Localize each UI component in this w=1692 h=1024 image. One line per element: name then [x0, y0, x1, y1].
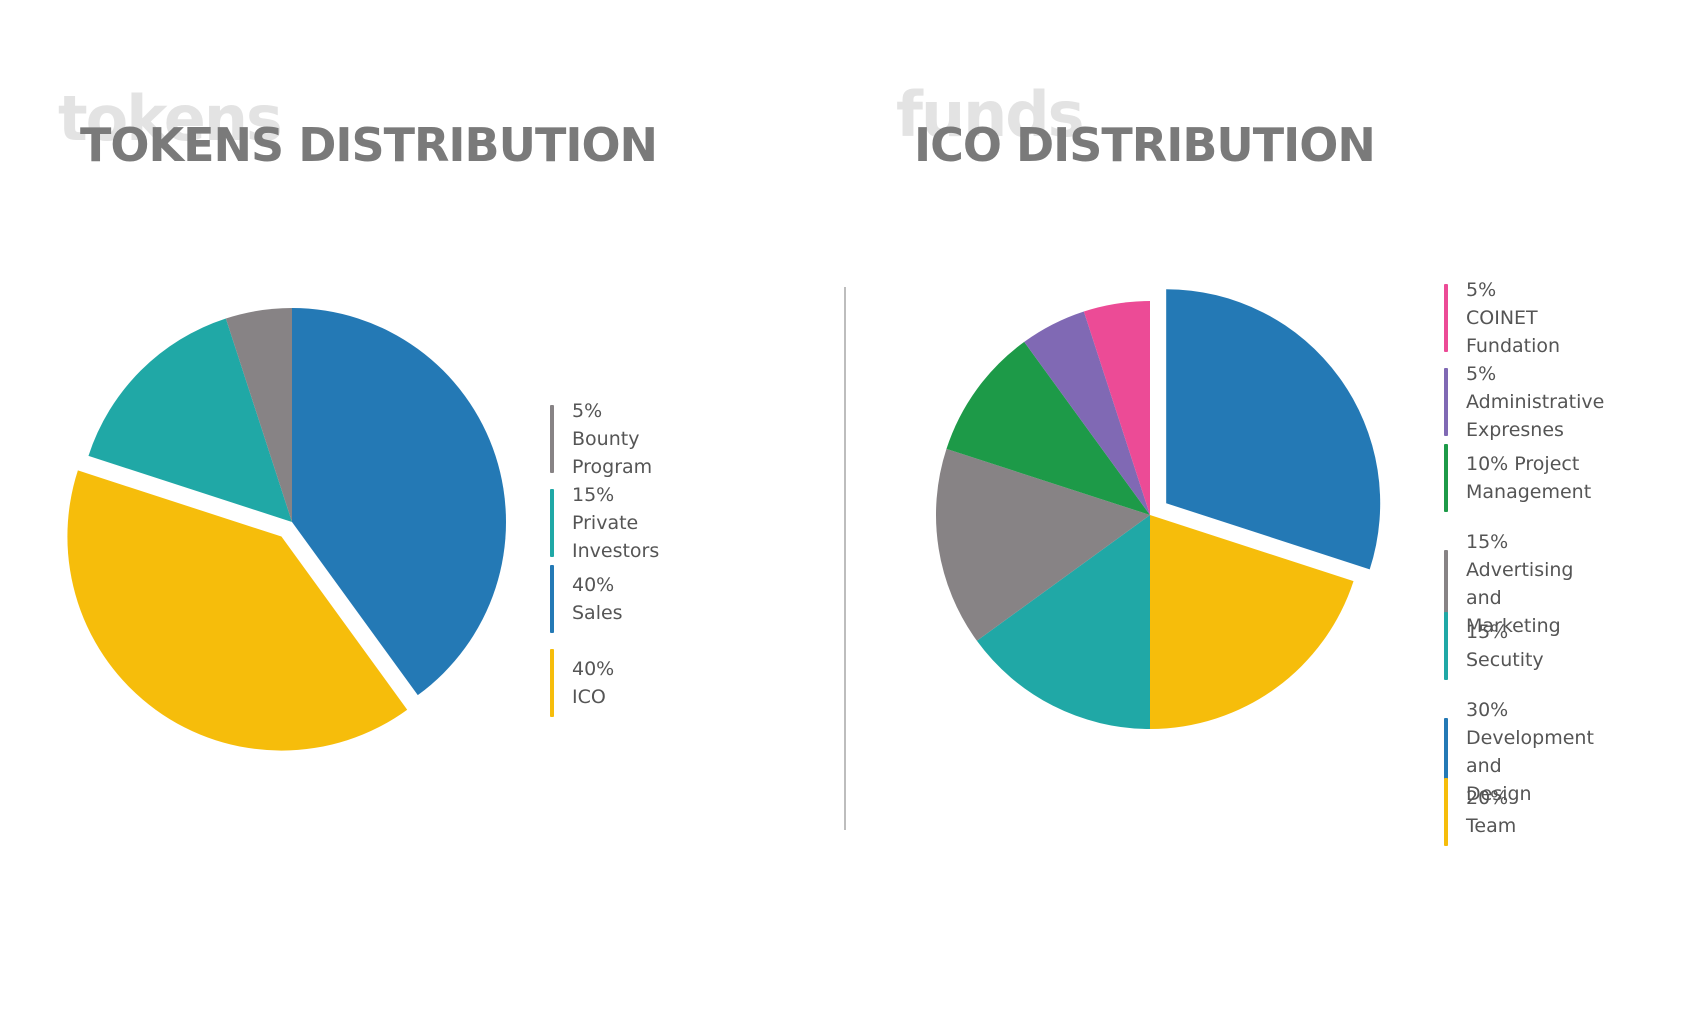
legend-color-swatch — [1444, 718, 1448, 786]
legend-label: 10% Project Management — [1466, 450, 1591, 506]
legend-label: 15% Secutity — [1466, 618, 1544, 674]
ico-chart-title: ICO DISTRIBUTION — [914, 122, 1375, 168]
legend-color-swatch — [550, 649, 554, 717]
legend-label: 20% Team — [1466, 784, 1516, 840]
legend-label: 5% Bounty Program — [572, 397, 652, 481]
legend-item-15-secutity: 15% Secutity — [1444, 612, 1544, 680]
ico-pie-chart — [925, 285, 1405, 755]
legend-item-20-team: 20% Team — [1444, 778, 1516, 846]
legend-color-swatch — [1444, 612, 1448, 680]
legend-color-swatch — [1444, 368, 1448, 436]
legend-color-swatch — [550, 489, 554, 557]
legend-item-10-project-management: 10% Project Management — [1444, 444, 1591, 512]
legend-color-swatch — [1444, 550, 1448, 618]
legend-color-swatch — [1444, 778, 1448, 846]
legend-color-swatch — [550, 565, 554, 633]
legend-color-swatch — [1444, 284, 1448, 352]
legend-item-5-bounty-program: 5% Bounty Program — [550, 397, 652, 481]
legend-color-swatch — [1444, 444, 1448, 512]
legend-item-5-administrative-expresnes: 5% Administrative Expresnes — [1444, 360, 1604, 444]
legend-label: 5% COINET Fundation — [1466, 276, 1560, 360]
pie-slice-30-development-and-design — [1166, 289, 1380, 569]
legend-item-5-coinet-fundation: 5% COINET Fundation — [1444, 276, 1560, 360]
legend-item-40-ico: 40% ICO — [550, 649, 614, 717]
legend-label: 15% Private Investors — [572, 481, 659, 565]
legend-color-swatch — [550, 405, 554, 473]
legend-item-40-sales: 40% Sales — [550, 565, 623, 633]
legend-label: 40% ICO — [572, 655, 614, 711]
legend-label: 5% Administrative Expresnes — [1466, 360, 1604, 444]
legend-item-15-private-investors: 15% Private Investors — [550, 481, 659, 565]
legend-label: 40% Sales — [572, 571, 623, 627]
tokens-chart-title: TOKENS DISTRIBUTION — [80, 122, 657, 168]
tokens-pie-chart — [60, 290, 520, 770]
